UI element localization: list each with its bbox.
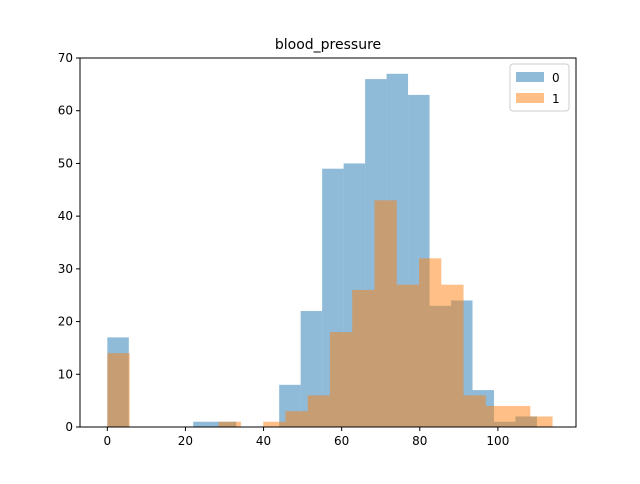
- y-tick-label: 50: [58, 156, 73, 170]
- x-tick-label: 60: [334, 434, 349, 448]
- bar-series-1: [463, 395, 486, 427]
- bar-series-1: [263, 421, 286, 427]
- bar-series-1: [307, 395, 330, 427]
- x-tick-label: 40: [256, 434, 271, 448]
- bar-series-1: [285, 411, 308, 427]
- y-tick-label: 30: [58, 262, 73, 276]
- y-tick-label: 10: [58, 367, 73, 381]
- legend-swatch-0: [516, 72, 544, 82]
- x-tick-label: 100: [486, 434, 509, 448]
- bar-series-0: [193, 421, 215, 427]
- bar-series-1: [374, 200, 397, 427]
- y-tick-label: 20: [58, 315, 73, 329]
- bar-series-1: [352, 289, 375, 427]
- bar-series-1: [329, 332, 353, 427]
- y-tick-label: 40: [58, 209, 73, 223]
- bars-layer: [107, 73, 553, 428]
- bar-series-1: [508, 405, 531, 427]
- y-tick-label: 0: [65, 420, 73, 434]
- bar-series-1: [396, 284, 419, 427]
- y-tick-label: 70: [58, 51, 73, 65]
- bar-series-1: [441, 284, 464, 427]
- bar-series-1: [485, 405, 509, 427]
- bar-series-1: [530, 416, 553, 427]
- bar-series-1: [418, 258, 442, 427]
- plot-frame: [79, 57, 577, 428]
- legend-box: [509, 63, 570, 112]
- bar-series-1: [218, 421, 241, 427]
- chart-title: blood_pressure: [275, 37, 381, 53]
- x-tick-label: 80: [412, 434, 427, 448]
- bar-series-1: [107, 353, 130, 427]
- legend-label-0: 0: [552, 71, 560, 85]
- x-axis: 0 20 40 60 80 100: [104, 427, 509, 448]
- x-tick-label: 0: [104, 434, 112, 448]
- legend-swatch-1: [516, 93, 544, 103]
- legend-label-1: 1: [552, 92, 560, 106]
- y-axis: 0 10 20 30 40 50 60 70: [58, 51, 80, 434]
- y-tick-label: 60: [58, 104, 73, 118]
- legend: 01: [509, 63, 570, 112]
- x-tick-label: 20: [178, 434, 193, 448]
